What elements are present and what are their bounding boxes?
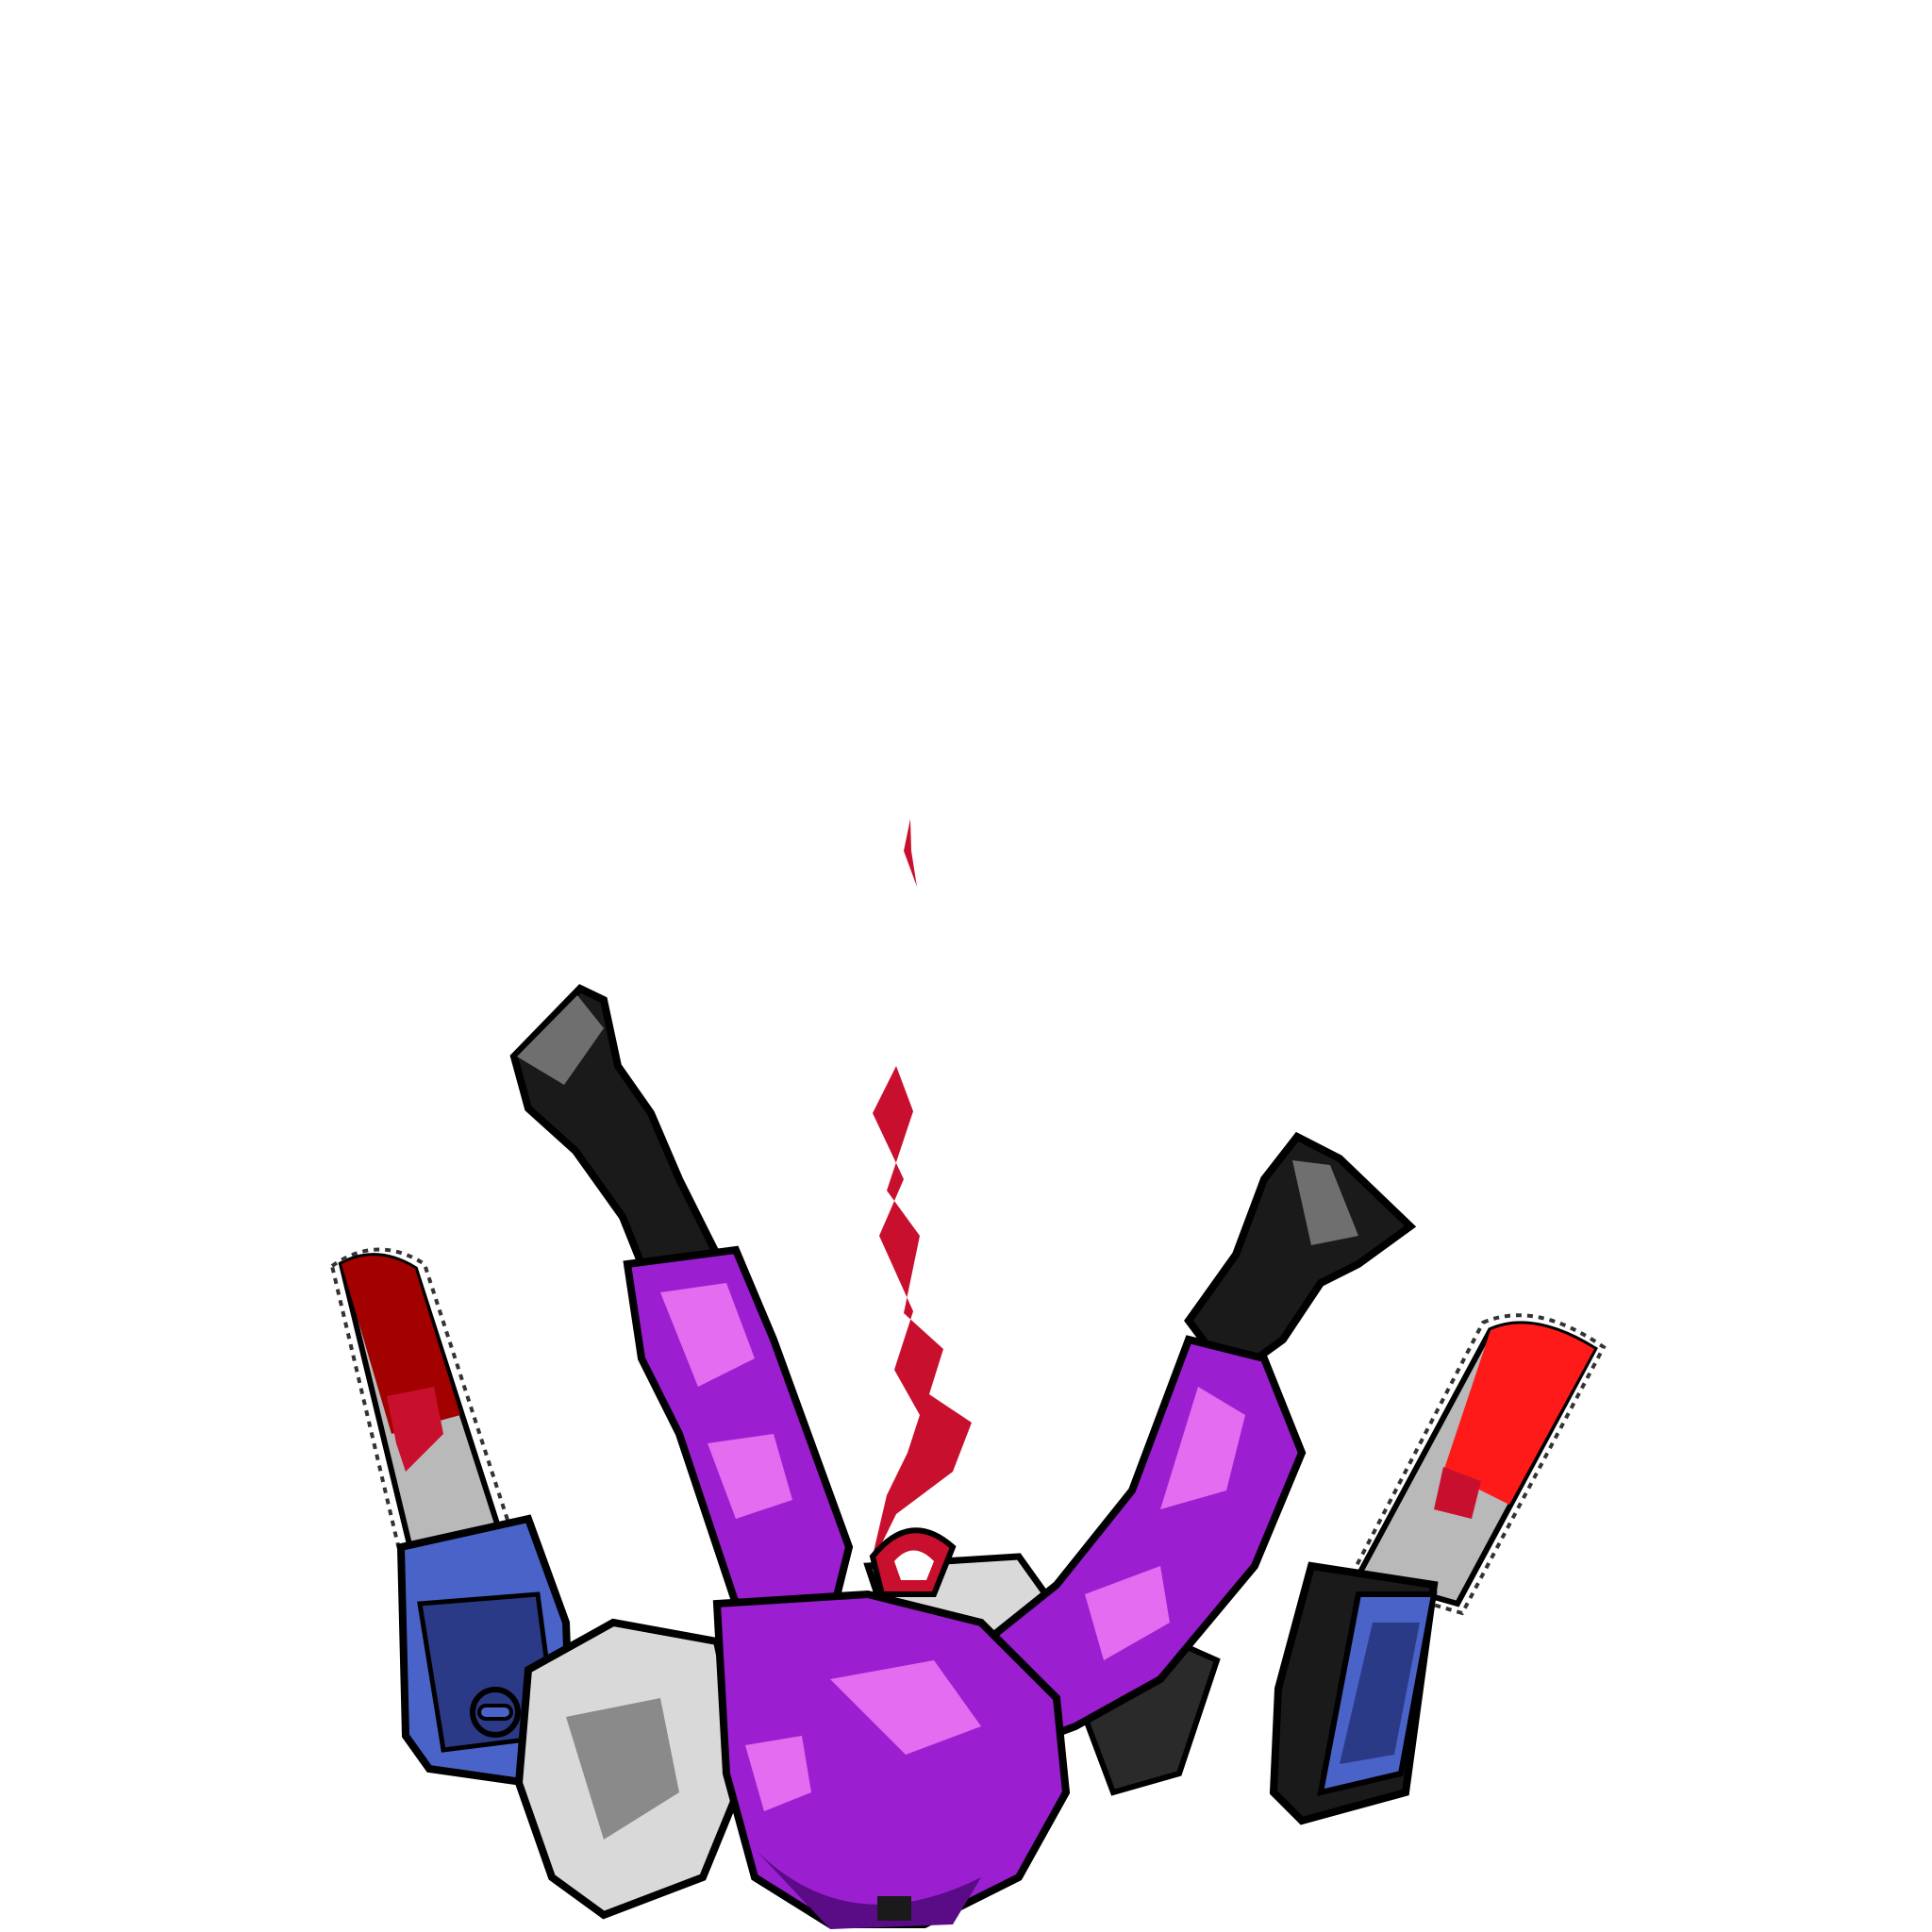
hips [712,1590,1071,1929]
leg-left [509,984,854,1637]
blood-streak-icon [870,819,972,1568]
leg-right [958,1131,1417,1760]
chainsaw-right-icon [1269,1313,1607,1825]
